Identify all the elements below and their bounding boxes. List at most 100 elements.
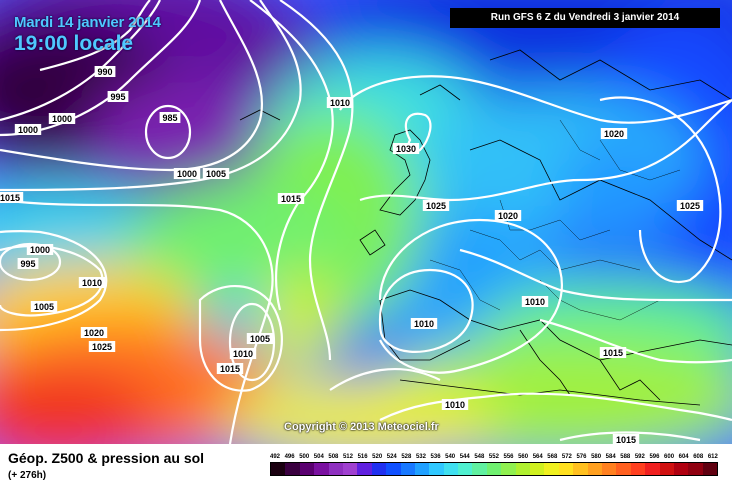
isobar-label-bg	[17, 258, 39, 269]
scale-tick-label: 560	[518, 454, 529, 460]
copyright: Copyright © 2013 Meteociel.fr	[284, 421, 439, 433]
scale-swatch	[386, 463, 401, 475]
scale-swatch	[544, 463, 559, 475]
scale-swatch	[501, 463, 516, 475]
scale-tick-label: 588	[620, 454, 631, 460]
isobar-label-bg	[48, 113, 76, 124]
forecast-time: 19:00 locale	[14, 32, 134, 55]
isobars	[0, 0, 732, 444]
scale-swatch	[688, 463, 703, 475]
scale-swatch	[573, 463, 588, 475]
isobar-label-bg	[107, 91, 129, 102]
isobar-label-bg	[78, 277, 106, 288]
scale-swatch	[673, 463, 689, 475]
scale-swatch	[486, 463, 502, 475]
isobar-label-bg	[392, 143, 420, 154]
footer-title: Géop. Z500 & pression au sol	[8, 450, 205, 466]
scale-tick-label: 604	[678, 454, 689, 460]
scale-swatch	[645, 463, 660, 475]
scale-tick-label: 540	[445, 454, 456, 460]
scale-tick-label: 548	[474, 454, 485, 460]
scale-swatch	[328, 463, 343, 475]
scale-tick-label: 508	[328, 454, 339, 460]
scale-swatch	[515, 463, 531, 475]
isobar-label-bg	[229, 348, 257, 359]
isobar-label: 1030	[396, 144, 416, 154]
isobar-label: 1010	[414, 319, 434, 329]
scale-tick-label: 580	[591, 454, 602, 460]
color-scale: 492 496 500 504 508 512 516 520 524 528 532 536 540 5…	[270, 454, 718, 476]
scale-swatch	[342, 463, 358, 475]
scale-swatch	[530, 463, 545, 475]
scale-swatch	[400, 463, 415, 475]
isobar-label-bg	[202, 168, 230, 179]
scale-tick-label: 536	[430, 454, 441, 460]
scale-tick-label: 524	[386, 454, 397, 460]
scale-tick-label: 552	[488, 454, 499, 460]
scale-tick-label: 576	[576, 454, 587, 460]
isobar-label: 1000	[30, 245, 50, 255]
scale-tick-label: 512	[342, 454, 353, 460]
scale-swatch	[443, 463, 459, 475]
isobar-label: 1010	[330, 98, 350, 108]
isobar-label: 1015	[281, 194, 301, 204]
isobar-label-bg	[441, 399, 469, 410]
isobar-label: 1000	[52, 114, 72, 124]
scale-tick-label: 612	[707, 454, 718, 460]
isobar-label-bg	[410, 318, 438, 329]
scale-tick-label: 500	[299, 454, 310, 460]
scale-swatch	[357, 463, 372, 475]
isobar-label: 990	[97, 67, 112, 77]
isobar-labels: 1000 990 995 1000 985 1000 1005 1010 1030 1015 102…	[0, 66, 704, 444]
isobar-label-bg	[676, 200, 704, 211]
color-scale-bar	[270, 462, 718, 476]
isobar-label-bg	[216, 363, 244, 374]
isobar-label-bg	[80, 327, 108, 338]
scale-tick-label: 568	[547, 454, 558, 460]
isobar-label-bg	[600, 128, 628, 139]
scale-tick-label: 492	[270, 454, 281, 460]
isobar-label: 1020	[604, 129, 624, 139]
isobar-label: 1010	[233, 349, 253, 359]
isobar-label: 1015	[616, 435, 636, 444]
isobar-label-bg	[521, 296, 549, 307]
isobar-label: 1010	[445, 400, 465, 410]
scale-tick-label: 528	[401, 454, 412, 460]
scale-tick-label: 600	[664, 454, 675, 460]
scale-tick-label: 556	[503, 454, 514, 460]
isobar-label: 995	[110, 92, 125, 102]
isobar-label: 1015	[220, 364, 240, 374]
scale-tick-label: 520	[372, 454, 383, 460]
scale-tick-label: 564	[532, 454, 543, 460]
isobar-label-bg	[159, 112, 181, 123]
scale-tick-label: 532	[415, 454, 426, 460]
isobar-label-bg	[0, 192, 24, 203]
scale-tick-label: 596	[649, 454, 660, 460]
isobar-label-bg	[173, 168, 201, 179]
isobar-label: 1025	[680, 201, 700, 211]
scale-swatch	[472, 463, 487, 475]
scale-swatch	[558, 463, 574, 475]
isobar-label-bg	[612, 434, 640, 444]
borders	[429, 119, 681, 321]
map-canvas: 1000 990 995 1000 985 1000 1005 1010 1030 1015 102…	[0, 0, 732, 444]
isobar-label: 1010	[525, 297, 545, 307]
scale-tick-label: 608	[693, 454, 704, 460]
run-info: Run GFS 6 Z du Vendredi 3 janvier 2014	[450, 8, 720, 28]
isobar-label: 995	[20, 259, 35, 269]
isobar-label: 1020	[498, 211, 518, 221]
scale-swatch	[414, 463, 430, 475]
isobar-label: 1005	[34, 302, 54, 312]
scale-tick-label: 584	[605, 454, 616, 460]
isobar-label-bg	[277, 193, 305, 204]
isobar-label-bg	[494, 210, 522, 221]
scale-swatch	[601, 463, 617, 475]
isobar-label-bg	[88, 341, 116, 352]
isobar-label-bg	[94, 66, 116, 77]
isobar-label: 1025	[426, 201, 446, 211]
forecast-date: Mardi 14 janvier 2014	[14, 14, 161, 31]
isobar-label-bg	[26, 244, 54, 255]
scale-swatch	[702, 463, 718, 475]
map-footer: Géop. Z500 & pression au sol (+ 276h) 49…	[0, 444, 732, 488]
isobar-label-bg	[246, 333, 274, 344]
